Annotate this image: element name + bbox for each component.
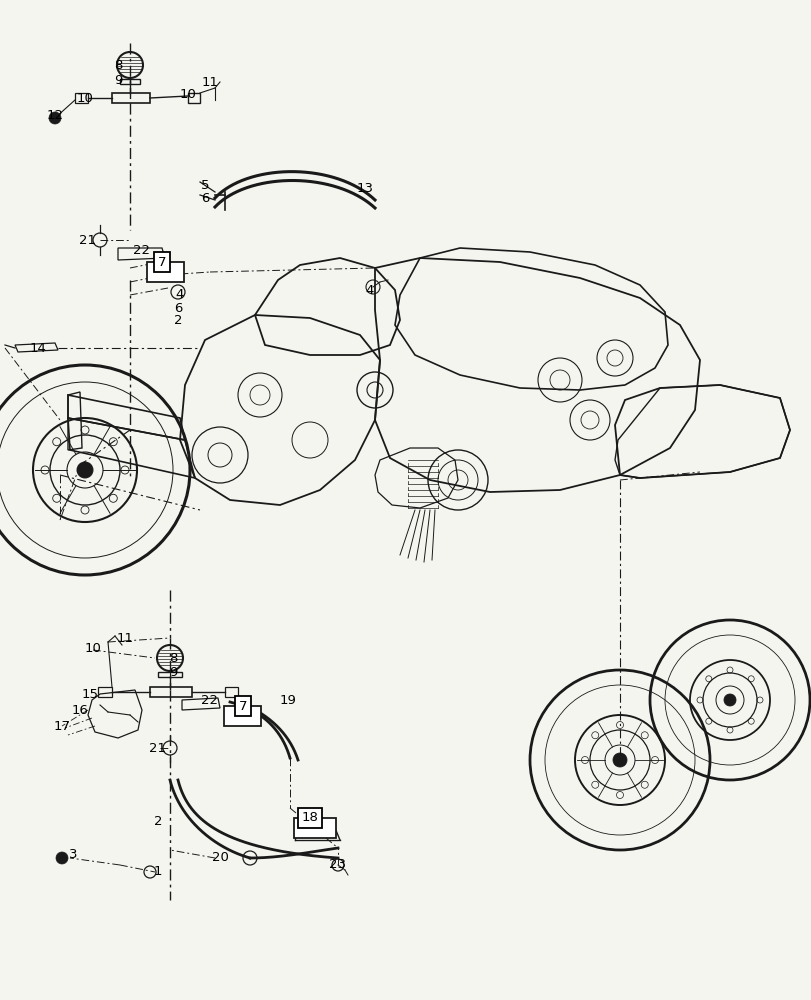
- Circle shape: [49, 112, 61, 124]
- Text: 9: 9: [114, 74, 122, 87]
- Text: 7: 7: [238, 700, 246, 713]
- Text: 7: 7: [161, 256, 169, 269]
- Text: 2: 2: [174, 314, 182, 326]
- Text: 22: 22: [201, 694, 218, 706]
- Text: 4: 4: [176, 288, 184, 302]
- Text: 18: 18: [307, 813, 323, 826]
- Text: 1: 1: [153, 865, 162, 878]
- Circle shape: [723, 694, 735, 706]
- Text: 7: 7: [238, 700, 247, 712]
- Text: 21: 21: [149, 741, 166, 754]
- Text: 12: 12: [46, 109, 63, 122]
- Circle shape: [77, 462, 93, 478]
- Text: 23: 23: [329, 858, 346, 871]
- FancyBboxPatch shape: [147, 262, 184, 282]
- Text: 3: 3: [69, 848, 77, 861]
- Text: 21: 21: [79, 233, 97, 246]
- Text: 8: 8: [114, 59, 122, 72]
- Text: 10: 10: [76, 92, 93, 105]
- Text: 10: 10: [179, 88, 196, 101]
- Text: 17: 17: [54, 719, 71, 732]
- Text: 11: 11: [201, 76, 218, 89]
- Text: 16: 16: [71, 704, 88, 716]
- Text: 18: 18: [301, 811, 318, 824]
- Text: 10: 10: [84, 642, 101, 654]
- FancyBboxPatch shape: [294, 818, 336, 838]
- Text: 22: 22: [133, 243, 150, 256]
- Text: 20: 20: [212, 851, 228, 864]
- Text: 14: 14: [29, 342, 46, 355]
- Text: 6: 6: [200, 192, 209, 205]
- Text: 4: 4: [366, 284, 374, 296]
- Text: 7: 7: [157, 255, 166, 268]
- Text: 9: 9: [169, 666, 177, 678]
- FancyBboxPatch shape: [224, 706, 260, 726]
- Text: 13: 13: [356, 182, 373, 195]
- Text: 11: 11: [116, 632, 133, 644]
- Circle shape: [56, 852, 68, 864]
- Text: 5: 5: [200, 179, 209, 192]
- Text: 8: 8: [169, 652, 177, 664]
- Text: 19: 19: [279, 694, 296, 706]
- Circle shape: [612, 753, 626, 767]
- Text: 15: 15: [81, 688, 98, 700]
- Text: 2: 2: [153, 815, 162, 828]
- Text: 6: 6: [174, 302, 182, 314]
